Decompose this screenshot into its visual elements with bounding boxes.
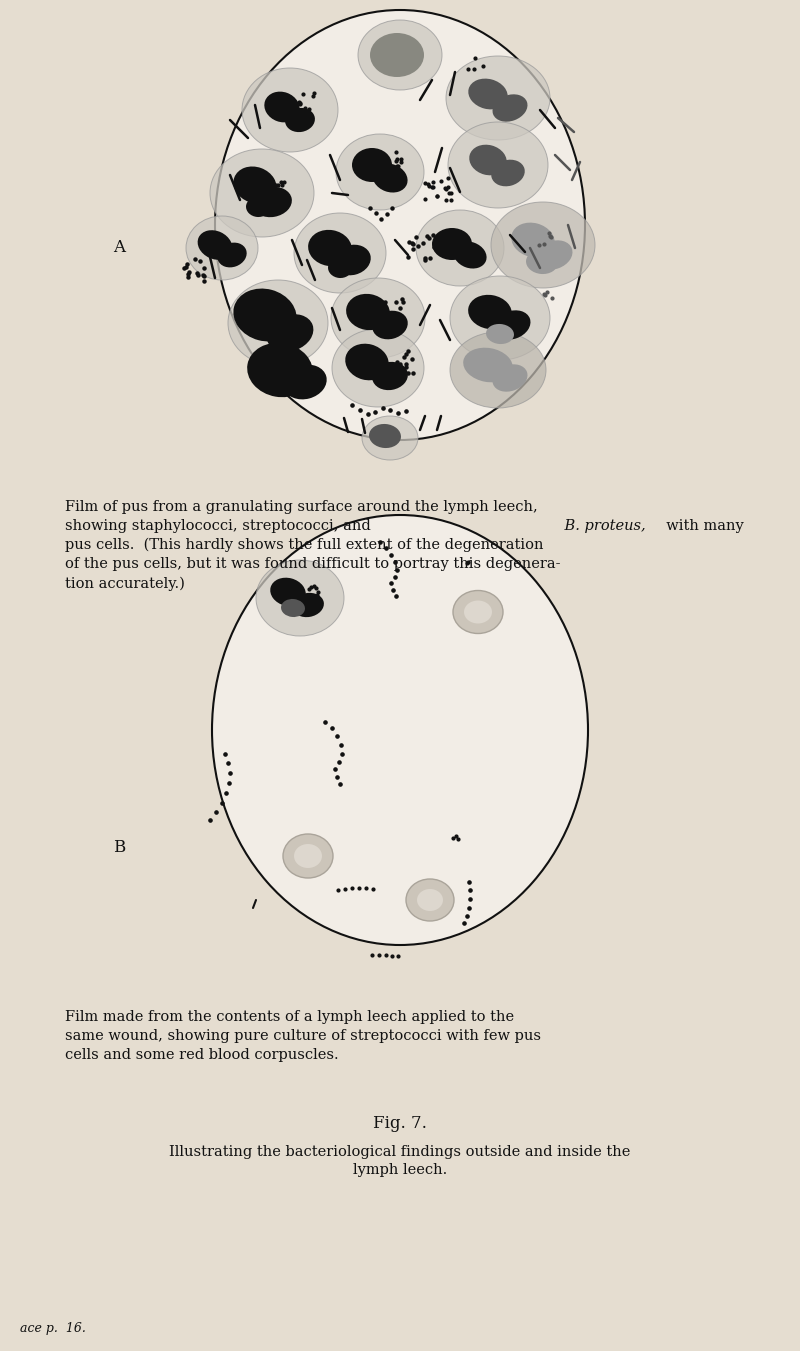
- Ellipse shape: [256, 561, 344, 636]
- Ellipse shape: [406, 880, 454, 921]
- Ellipse shape: [468, 295, 512, 330]
- Ellipse shape: [331, 278, 425, 358]
- Ellipse shape: [358, 20, 442, 91]
- Ellipse shape: [370, 32, 424, 77]
- Ellipse shape: [417, 889, 443, 911]
- Text: Fig. 7.: Fig. 7.: [373, 1115, 427, 1132]
- Ellipse shape: [252, 186, 292, 218]
- Ellipse shape: [198, 230, 232, 259]
- Ellipse shape: [470, 145, 506, 176]
- Text: Film made from the contents of a lymph leech applied to the
same wound, showing : Film made from the contents of a lymph l…: [65, 1011, 541, 1062]
- Ellipse shape: [334, 245, 370, 276]
- Ellipse shape: [526, 250, 558, 274]
- Ellipse shape: [372, 311, 408, 339]
- Ellipse shape: [369, 424, 401, 449]
- Ellipse shape: [234, 289, 297, 342]
- Ellipse shape: [328, 258, 352, 278]
- Ellipse shape: [453, 590, 503, 634]
- Ellipse shape: [535, 240, 573, 270]
- Text: with many
pus cells.  (This hardly shows the full extent of the degeneration
of : with many pus cells. (This hardly shows …: [65, 500, 744, 590]
- Text: B. proteus,: B. proteus,: [65, 500, 646, 532]
- Ellipse shape: [281, 598, 305, 617]
- Ellipse shape: [463, 347, 513, 382]
- Ellipse shape: [372, 362, 408, 390]
- Ellipse shape: [234, 166, 277, 204]
- Ellipse shape: [247, 343, 313, 397]
- Ellipse shape: [362, 416, 418, 459]
- Ellipse shape: [210, 149, 314, 236]
- Ellipse shape: [292, 593, 324, 617]
- Ellipse shape: [308, 230, 352, 266]
- Ellipse shape: [493, 95, 527, 122]
- Ellipse shape: [446, 55, 550, 141]
- Text: Film of pus from a granulating surface around the lymph leech,
showing staphyloc: Film of pus from a granulating surface a…: [65, 500, 538, 532]
- Text: ace p.  16.: ace p. 16.: [20, 1323, 86, 1335]
- Ellipse shape: [448, 122, 548, 208]
- Ellipse shape: [294, 844, 322, 867]
- Ellipse shape: [464, 600, 492, 624]
- Ellipse shape: [491, 203, 595, 288]
- Ellipse shape: [468, 78, 508, 109]
- Ellipse shape: [346, 343, 389, 380]
- Ellipse shape: [218, 243, 246, 267]
- Ellipse shape: [493, 365, 527, 392]
- Ellipse shape: [270, 578, 306, 607]
- Ellipse shape: [215, 9, 585, 440]
- Ellipse shape: [246, 197, 270, 218]
- Ellipse shape: [336, 134, 424, 209]
- Ellipse shape: [283, 365, 326, 400]
- Ellipse shape: [228, 280, 328, 366]
- Text: Illustrating the bacteriological findings outside and inside the
lymph leech.: Illustrating the bacteriological finding…: [170, 1146, 630, 1178]
- Ellipse shape: [491, 159, 525, 186]
- Ellipse shape: [352, 149, 392, 182]
- Ellipse shape: [454, 242, 486, 269]
- Ellipse shape: [266, 315, 314, 351]
- Ellipse shape: [294, 213, 386, 293]
- Ellipse shape: [486, 324, 514, 345]
- Ellipse shape: [450, 332, 546, 408]
- Ellipse shape: [346, 295, 390, 330]
- Ellipse shape: [264, 92, 300, 123]
- Ellipse shape: [186, 216, 258, 280]
- Ellipse shape: [242, 68, 338, 153]
- Ellipse shape: [373, 163, 407, 193]
- Ellipse shape: [494, 311, 530, 339]
- Ellipse shape: [283, 834, 333, 878]
- Ellipse shape: [416, 209, 504, 286]
- Ellipse shape: [511, 223, 554, 258]
- Ellipse shape: [332, 330, 424, 407]
- Text: B: B: [113, 839, 126, 857]
- Ellipse shape: [212, 515, 588, 944]
- Ellipse shape: [450, 276, 550, 359]
- Ellipse shape: [285, 108, 315, 132]
- Text: A: A: [113, 239, 125, 257]
- Ellipse shape: [432, 228, 472, 259]
